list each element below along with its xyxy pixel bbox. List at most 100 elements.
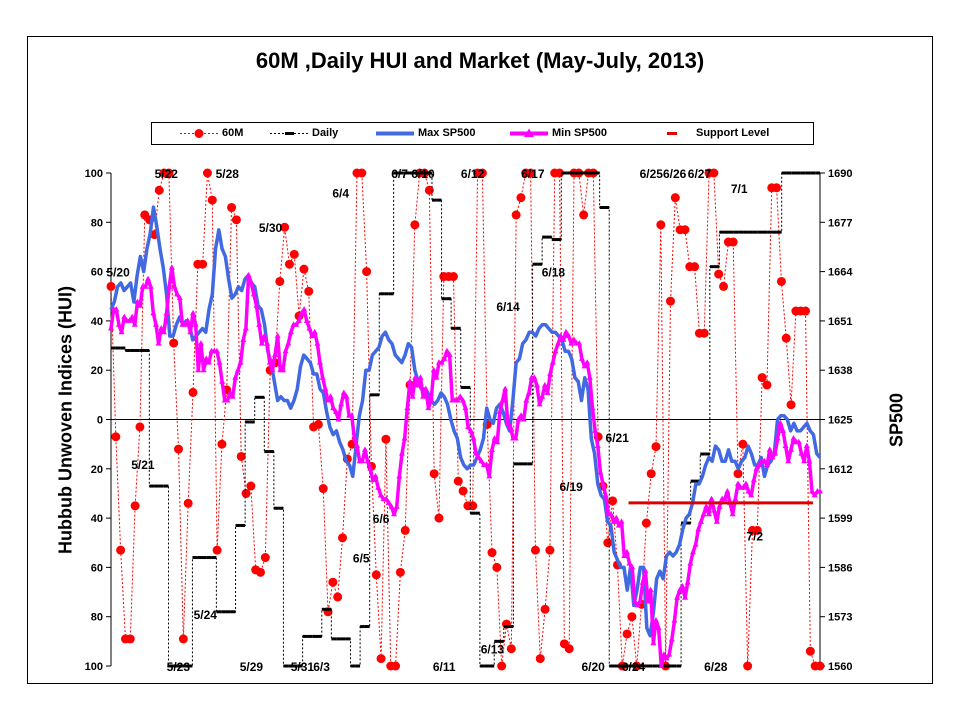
series-min-sp500-point <box>547 370 554 376</box>
legend-swatch-max-sp500 <box>376 131 414 136</box>
series-min-sp500-point <box>248 279 255 285</box>
series-60m-point <box>526 168 536 178</box>
series-min-sp500-point <box>118 328 125 335</box>
series-min-sp500-point <box>171 283 178 289</box>
series-min-sp500-point <box>428 397 435 403</box>
legend-label-daily: Daily <box>312 127 339 139</box>
series-min-sp500-point <box>441 355 448 361</box>
series-60m-point <box>608 496 618 506</box>
series-min-sp500-point <box>150 309 157 316</box>
series-min-sp500-point <box>695 525 702 532</box>
series-min-sp500-point <box>332 408 339 414</box>
series-min-sp500-point <box>600 480 607 486</box>
series-min-sp500-point <box>623 548 630 555</box>
series-min-sp500-point <box>264 340 271 346</box>
series-60m-point <box>289 249 299 259</box>
series-min-sp500-point <box>629 563 636 570</box>
series-60m-point <box>651 442 661 452</box>
series-min-sp500-point <box>311 328 318 335</box>
series-min-sp500-point <box>285 340 292 346</box>
y-left-tick-label: 20 <box>91 464 103 476</box>
series-min-sp500-point <box>462 404 469 411</box>
series-min-sp500-point <box>404 404 411 411</box>
series-60m-point <box>530 545 540 555</box>
series-60m-point <box>434 513 444 523</box>
series-60m-point <box>786 400 796 410</box>
series-min-sp500-point <box>518 412 525 418</box>
series-min-sp500-point <box>613 514 620 521</box>
series-60m-point <box>709 168 719 178</box>
series-min-sp500-point <box>745 488 752 494</box>
series-min-sp500-point <box>166 283 173 289</box>
series-min-sp500-point <box>145 275 152 282</box>
series-60m-point <box>164 168 174 178</box>
series-min-sp500-point <box>309 332 316 339</box>
date-annotation: 5/29 <box>240 660 264 674</box>
series-60m-point <box>202 168 212 178</box>
series-min-sp500-point <box>274 332 281 339</box>
series-min-sp500-point <box>589 404 596 411</box>
series-min-sp500-point <box>319 374 326 380</box>
series-min-sp500-point <box>401 434 408 441</box>
series-min-sp500-point <box>108 324 114 331</box>
series-60m-point <box>174 444 184 454</box>
series-60m-point <box>362 267 372 277</box>
series-min-sp500-point <box>626 560 633 566</box>
series-min-sp500-point <box>615 522 622 528</box>
date-annotation: 6/12 <box>461 167 485 181</box>
series-min-sp500-point <box>533 381 540 388</box>
series-min-sp500-point <box>565 332 572 339</box>
series-min-sp500-point <box>750 476 757 483</box>
date-annotation: 6/27 <box>688 167 712 181</box>
date-annotation: 6/26 <box>663 167 687 181</box>
series-60m-point <box>670 193 680 203</box>
date-annotation: 6/24 <box>622 660 646 674</box>
series-60m-point <box>627 612 637 622</box>
legend-label-support-level: Support Level <box>696 127 770 139</box>
series-min-sp500-point <box>152 321 159 327</box>
y-left-tick-label: 0 <box>97 415 103 427</box>
series-min-sp500-point <box>279 366 286 373</box>
series-min-sp500-point <box>676 586 683 593</box>
series-min-sp500-point <box>597 469 604 475</box>
y-left-tick-label: 100 <box>85 168 103 180</box>
series-min-sp500-point <box>137 302 144 308</box>
date-annotation: 5/23 <box>167 660 191 674</box>
series-min-sp500-point <box>377 491 384 498</box>
series-min-sp500-point <box>539 393 546 399</box>
date-annotation: 6/14 <box>496 300 520 314</box>
legend-label-60m: 60M <box>222 127 244 139</box>
series-60m-point <box>198 259 208 269</box>
series-60m-point <box>776 276 786 286</box>
series-60m-point <box>169 338 179 348</box>
chart-legend: 60M Daily Max SP500 Min SP500 Support Le… <box>151 122 814 145</box>
series-min-sp500-point <box>422 385 429 392</box>
series-min-sp500-point <box>703 503 710 509</box>
series-min-sp500-point <box>652 616 659 623</box>
series-min-sp500-point <box>433 374 440 380</box>
y-right-tick-label: 1586 <box>828 562 852 574</box>
series-min-sp500-point <box>361 446 368 452</box>
series-60m-point <box>468 501 478 511</box>
series-min-sp500-point <box>570 336 577 342</box>
series-60m-point <box>410 220 420 230</box>
date-annotation: 6/18 <box>542 266 566 280</box>
series-60m-point <box>111 432 121 442</box>
series-min-sp500-point <box>113 306 120 312</box>
series-min-sp500-point <box>295 317 302 323</box>
series-60m-point <box>188 387 198 397</box>
series-min-sp500-point <box>586 374 593 380</box>
series-60m-point <box>448 272 458 282</box>
series-min-sp500-point <box>414 381 421 388</box>
legend-label-max-sp500: Max SP500 <box>418 127 476 139</box>
series-min-sp500-point <box>753 465 760 471</box>
series-60m-point <box>603 538 613 548</box>
series-60m-point <box>752 525 762 535</box>
series-min-sp500-point <box>256 321 263 327</box>
series-min-sp500-point <box>682 594 689 600</box>
series-min-sp500-point <box>499 397 506 403</box>
series-min-sp500-point <box>555 340 562 346</box>
legend-swatch-daily <box>270 132 308 135</box>
series-min-sp500-point <box>272 351 279 358</box>
date-annotation: 6/21 <box>606 431 630 445</box>
